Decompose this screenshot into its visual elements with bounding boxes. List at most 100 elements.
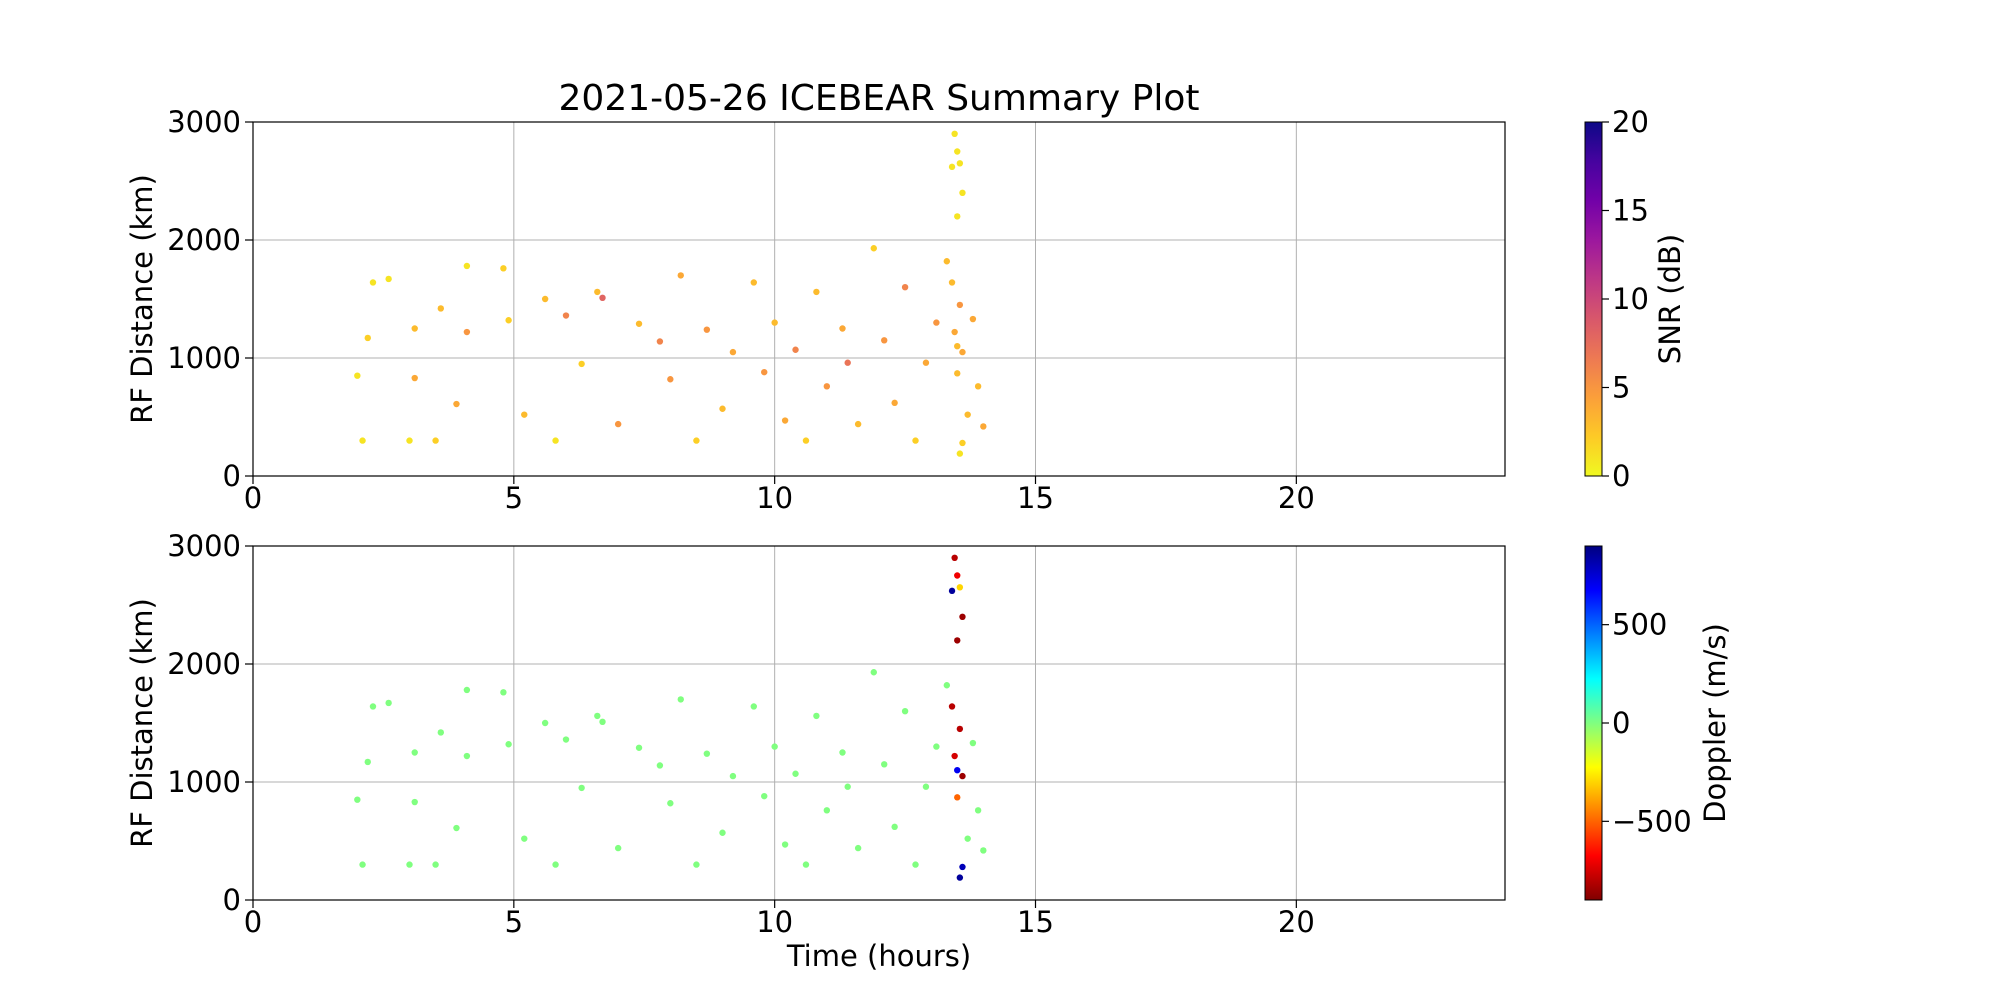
point: [635, 744, 643, 751]
colorbar-tick-label: 5: [1612, 371, 1630, 405]
point: [552, 437, 559, 444]
point: [562, 312, 570, 319]
point: [948, 163, 956, 171]
point: [693, 437, 700, 444]
point: [729, 348, 737, 356]
point: [359, 861, 366, 868]
y-tick-label: 2000: [167, 647, 241, 681]
point: [813, 288, 820, 296]
point: [802, 861, 810, 868]
point: [677, 696, 684, 703]
point: [948, 279, 956, 286]
y-axis-label: RF Distance (km): [125, 598, 159, 848]
point: [578, 360, 585, 368]
point: [954, 637, 961, 644]
point: [943, 682, 951, 689]
plot-frame: [252, 545, 1506, 901]
colorbar: [1584, 545, 1603, 901]
point: [943, 258, 951, 265]
point: [719, 405, 726, 412]
point: [956, 725, 964, 733]
point: [974, 383, 982, 390]
point: [750, 279, 757, 286]
point: [954, 370, 961, 377]
point: [964, 835, 971, 842]
point: [959, 439, 966, 447]
point: [656, 338, 664, 345]
point: [437, 305, 444, 312]
point: [667, 376, 674, 383]
point: [951, 554, 958, 561]
point: [453, 400, 460, 408]
point: [891, 399, 898, 407]
point: [578, 784, 585, 792]
point: [974, 807, 982, 814]
point: [505, 317, 512, 324]
y-axis-label: RF Distance (km): [125, 174, 159, 424]
point: [959, 348, 966, 356]
point: [901, 708, 909, 715]
x-tick-label: 5: [505, 481, 523, 515]
point: [956, 450, 964, 457]
point: [385, 275, 392, 283]
point: [964, 411, 971, 418]
point: [453, 824, 460, 832]
point: [870, 245, 877, 252]
point: [354, 796, 361, 803]
y-tick-label: 1000: [167, 765, 241, 799]
y-tick-label: 3000: [167, 105, 241, 139]
point: [959, 189, 966, 196]
point: [969, 739, 977, 747]
colorbar-tick-label: 0: [1612, 706, 1630, 740]
point: [369, 279, 377, 286]
point: [781, 841, 789, 848]
point: [500, 265, 507, 272]
point: [463, 752, 471, 760]
point: [959, 772, 966, 780]
point: [635, 320, 643, 327]
point: [954, 213, 961, 220]
point: [980, 423, 987, 430]
x-tick-label: 15: [1017, 481, 1054, 515]
point: [933, 319, 940, 326]
colorbar-label: SNR (dB): [1653, 234, 1687, 364]
point: [750, 703, 757, 710]
y-tick-label: 0: [223, 883, 241, 917]
y-tick-label: 0: [223, 459, 241, 493]
point: [881, 337, 888, 344]
point: [870, 669, 877, 676]
x-axis-label: Time (hours): [786, 939, 971, 973]
x-tick-label: 20: [1278, 905, 1315, 939]
point: [954, 343, 961, 350]
point: [703, 750, 711, 757]
point: [954, 794, 961, 801]
point: [854, 844, 862, 852]
point: [541, 295, 549, 303]
point: [432, 437, 439, 444]
point: [771, 743, 778, 750]
point: [719, 829, 726, 836]
x-tick-label: 20: [1278, 481, 1315, 515]
plot-frame: [252, 121, 1506, 477]
point: [948, 703, 956, 710]
point: [364, 758, 371, 766]
point: [922, 359, 930, 366]
x-tick-label: 10: [756, 905, 793, 939]
point: [594, 712, 601, 720]
point: [956, 584, 964, 591]
point: [823, 383, 831, 390]
point: [948, 587, 956, 595]
point: [541, 719, 549, 727]
point: [980, 847, 987, 854]
point: [912, 861, 919, 868]
point: [792, 770, 799, 777]
point: [599, 718, 606, 726]
point: [411, 798, 418, 806]
point: [844, 783, 851, 790]
point: [933, 743, 940, 750]
point: [359, 437, 366, 444]
point: [959, 863, 966, 871]
point: [956, 301, 964, 309]
colorbar-tick-label: −500: [1612, 804, 1692, 838]
